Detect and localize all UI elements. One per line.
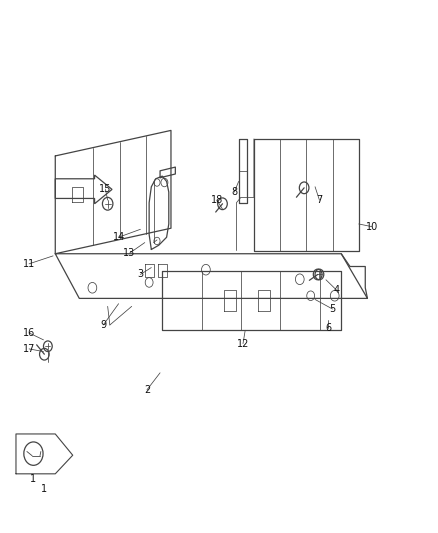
Text: 2: 2: [144, 385, 150, 395]
Text: 1: 1: [41, 484, 47, 494]
Text: 9: 9: [100, 320, 106, 330]
Text: 3: 3: [138, 270, 144, 279]
Text: 13: 13: [124, 248, 136, 258]
Text: 12: 12: [237, 338, 249, 349]
Text: 10: 10: [366, 222, 378, 232]
Text: 18: 18: [211, 195, 223, 205]
Text: 15: 15: [99, 184, 112, 195]
Text: 17: 17: [23, 344, 35, 354]
Text: 16: 16: [23, 328, 35, 338]
Text: 14: 14: [113, 232, 125, 243]
Text: 5: 5: [329, 304, 336, 314]
Text: 1: 1: [30, 474, 36, 484]
Text: 8: 8: [231, 187, 237, 197]
Text: 6: 6: [325, 322, 331, 333]
Text: 7: 7: [316, 195, 322, 205]
Text: 4: 4: [334, 286, 340, 295]
Text: 11: 11: [23, 259, 35, 269]
